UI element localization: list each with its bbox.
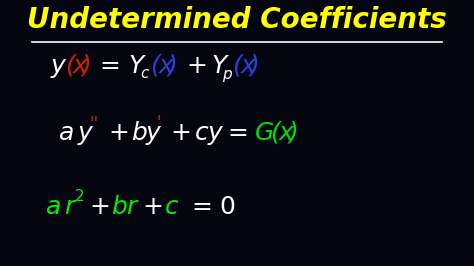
Text: Y: Y: [128, 54, 143, 78]
Text: =: =: [191, 195, 212, 219]
Text: (: (: [271, 121, 280, 145]
Text: y: y: [146, 121, 161, 145]
Text: b: b: [111, 195, 127, 219]
Text: (: (: [65, 54, 75, 78]
Text: b: b: [131, 121, 147, 145]
Text: =: =: [227, 121, 248, 145]
Text: c: c: [165, 195, 179, 219]
Text: r: r: [64, 195, 75, 219]
Text: ': ': [156, 114, 161, 132]
Text: G: G: [255, 121, 274, 145]
Text: +: +: [90, 195, 110, 219]
Text: a: a: [59, 121, 74, 145]
Text: x: x: [279, 121, 293, 145]
Text: +: +: [186, 54, 207, 78]
Text: ): ): [167, 54, 177, 78]
Text: x: x: [73, 54, 88, 78]
Text: 0: 0: [219, 195, 235, 219]
Text: (: (: [150, 54, 160, 78]
Text: y: y: [208, 121, 222, 145]
Text: (: (: [232, 54, 242, 78]
Text: Y: Y: [211, 54, 226, 78]
Text: ): ): [288, 121, 298, 145]
Text: x: x: [158, 54, 173, 78]
Text: ): ): [82, 54, 92, 78]
Text: y: y: [51, 54, 65, 78]
Text: a: a: [46, 195, 62, 219]
Text: Undetermined Coefficients: Undetermined Coefficients: [27, 6, 447, 34]
Text: r: r: [126, 195, 136, 219]
Text: ): ): [250, 54, 259, 78]
Text: =: =: [100, 54, 120, 78]
Text: +: +: [170, 121, 191, 145]
Text: y: y: [78, 121, 92, 145]
Text: +: +: [143, 195, 164, 219]
Text: c: c: [140, 66, 148, 81]
Text: c: c: [195, 121, 209, 145]
Text: '': '': [90, 115, 99, 133]
Text: +: +: [108, 121, 129, 145]
Text: p: p: [222, 67, 232, 82]
Text: x: x: [240, 54, 255, 78]
Text: 2: 2: [74, 189, 84, 204]
